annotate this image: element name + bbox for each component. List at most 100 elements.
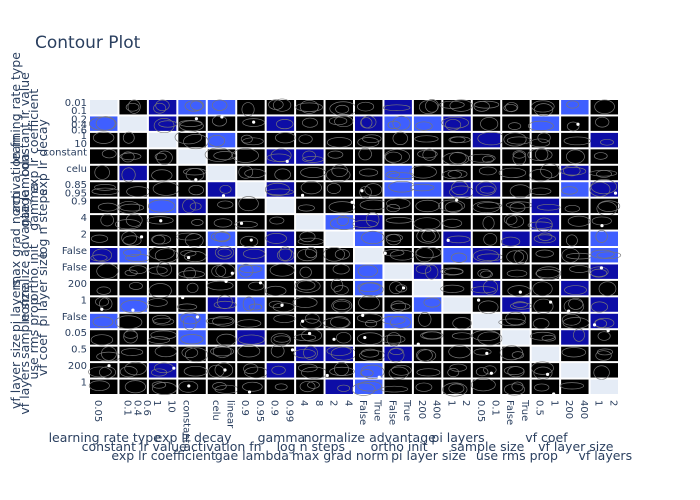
contour-cell bbox=[531, 363, 560, 378]
contour-line bbox=[508, 122, 522, 130]
contour-cell bbox=[413, 379, 442, 394]
contour-line bbox=[449, 363, 467, 372]
contour-line bbox=[470, 286, 496, 294]
contour-line bbox=[154, 345, 178, 358]
trial-point bbox=[455, 198, 459, 202]
contour-cell bbox=[119, 198, 147, 214]
x-tick-label: 0.9 bbox=[239, 400, 250, 416]
contour-line bbox=[156, 150, 173, 165]
contour-line bbox=[417, 149, 438, 159]
contour-line bbox=[594, 317, 615, 329]
y-axis-title: pi layers bbox=[8, 279, 23, 332]
contour-line bbox=[121, 167, 136, 183]
contour-line bbox=[590, 268, 608, 278]
contour-line bbox=[442, 152, 470, 166]
contour-line bbox=[512, 150, 526, 159]
y-tick-label: 0.5 bbox=[71, 345, 87, 356]
x-tick-label: 1 bbox=[151, 400, 162, 406]
diagonal-cell bbox=[590, 379, 618, 394]
contour-cell bbox=[531, 116, 560, 131]
contour-cell bbox=[561, 165, 589, 181]
contour-cell bbox=[119, 231, 147, 246]
contour-line bbox=[387, 120, 401, 130]
contour-line bbox=[121, 348, 144, 356]
y-tick-label: 0.9 bbox=[71, 197, 87, 208]
contour-cell bbox=[413, 198, 442, 214]
contour-line bbox=[90, 234, 109, 243]
contour-line bbox=[273, 335, 291, 343]
x-tick-label: 2 bbox=[460, 400, 471, 406]
contour-line bbox=[564, 204, 580, 213]
contour-cell bbox=[561, 330, 589, 345]
contour-line bbox=[100, 213, 114, 227]
x-tick-label: 10 bbox=[166, 400, 177, 413]
contour-line bbox=[505, 102, 519, 113]
contour-cell bbox=[119, 215, 147, 230]
contour-cell bbox=[590, 116, 618, 131]
contour-line bbox=[473, 101, 490, 112]
contour-line bbox=[330, 316, 350, 328]
contour-cell bbox=[90, 132, 118, 148]
contour-cell bbox=[413, 363, 442, 378]
contour-cell bbox=[207, 100, 236, 115]
contour-line bbox=[385, 233, 403, 242]
contour-line bbox=[329, 366, 355, 376]
contour-cell bbox=[178, 165, 206, 181]
diagonal-cell bbox=[119, 116, 147, 131]
contour-line bbox=[298, 134, 313, 144]
contour-line bbox=[178, 120, 203, 127]
contour-line bbox=[155, 99, 170, 112]
contour-line bbox=[560, 167, 587, 176]
contour-line bbox=[503, 366, 525, 376]
contour-cell bbox=[502, 100, 530, 115]
contour-cell bbox=[237, 346, 265, 362]
contour-line bbox=[595, 350, 612, 361]
contour-line bbox=[444, 201, 463, 213]
contour-line bbox=[91, 187, 119, 195]
contour-line bbox=[513, 249, 528, 265]
y-axis-title: use rms prop bbox=[26, 297, 41, 379]
contour-line bbox=[507, 285, 531, 297]
contour-cell bbox=[443, 313, 471, 329]
contour-line bbox=[151, 381, 178, 395]
contour-line bbox=[589, 266, 609, 277]
contour-cell bbox=[90, 313, 118, 329]
contour-cell bbox=[266, 116, 295, 131]
contour-line bbox=[294, 279, 321, 293]
contour-line bbox=[421, 230, 436, 242]
contour-cell bbox=[325, 215, 353, 230]
contour-cell bbox=[384, 346, 412, 362]
contour-line bbox=[531, 361, 554, 375]
contour-line bbox=[88, 366, 112, 378]
contour-line bbox=[264, 285, 287, 296]
contour-cell bbox=[384, 182, 412, 197]
y-axis-title: constant lr value bbox=[17, 72, 32, 177]
contour-cell bbox=[119, 132, 147, 148]
contour-line bbox=[531, 100, 555, 113]
contour-cell bbox=[325, 149, 353, 164]
contour-line bbox=[186, 282, 199, 294]
contour-line bbox=[382, 249, 405, 257]
x-tick-label: 400 bbox=[431, 400, 442, 419]
contour-cell bbox=[325, 379, 353, 394]
contour-line bbox=[535, 268, 560, 279]
contour-line bbox=[211, 99, 228, 111]
trial-point bbox=[363, 335, 367, 340]
contour-line bbox=[146, 216, 174, 225]
contour-line bbox=[248, 303, 263, 311]
contour-cell bbox=[561, 100, 589, 115]
contour-cell bbox=[355, 264, 383, 279]
contour-line bbox=[563, 165, 581, 177]
contour-line bbox=[101, 149, 117, 159]
contour-line bbox=[442, 382, 468, 397]
contour-cell bbox=[472, 132, 501, 148]
contour-line bbox=[441, 116, 469, 129]
contour-line bbox=[292, 297, 318, 308]
y-axis-title: exp lr decay bbox=[35, 118, 50, 196]
x-tick-label: 0.9 bbox=[269, 400, 280, 416]
contour-cell bbox=[207, 149, 236, 164]
trial-point bbox=[290, 348, 295, 352]
y-tick-label: 0.2 bbox=[71, 114, 87, 125]
contour-cell bbox=[443, 346, 471, 362]
contour-cell bbox=[472, 100, 501, 115]
